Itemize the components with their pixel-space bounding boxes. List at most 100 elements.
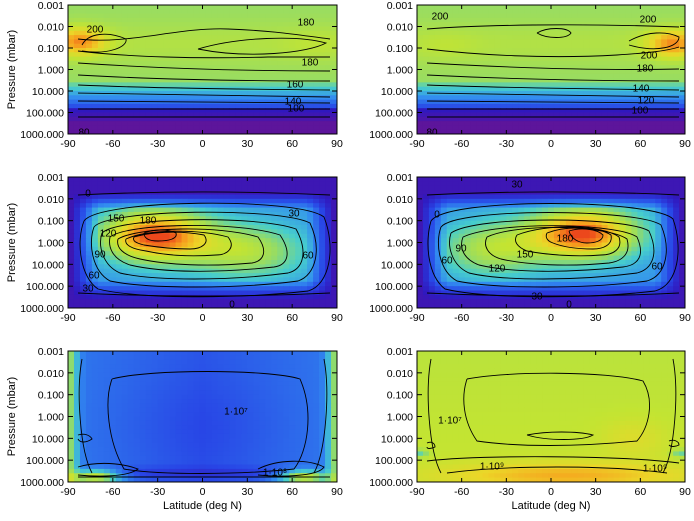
heatmap-cell: [73, 229, 81, 235]
heatmap-cell: [181, 225, 189, 230]
heatmap-cell: [169, 86, 177, 92]
heatmap-cell: [331, 294, 337, 300]
heatmap-cell: [205, 290, 213, 296]
heatmap-cell: [476, 185, 484, 191]
heatmap-cell: [661, 121, 668, 126]
heatmap-cell: [434, 177, 442, 182]
heatmap-cell: [661, 112, 668, 118]
heatmap-cell: [470, 185, 478, 191]
heatmap-cell: [583, 116, 591, 122]
heatmap-cell: [452, 129, 460, 134]
heatmap-cell: [637, 242, 644, 248]
heatmap-cell: [673, 203, 680, 209]
heatmap-cell: [127, 121, 135, 126]
heatmap-cell: [673, 216, 680, 222]
heatmap-cell: [205, 238, 213, 244]
heatmap-cell: [85, 116, 93, 122]
heatmap-cell: [85, 185, 93, 191]
heatmap-cell: [476, 22, 484, 28]
heatmap-cell: [595, 220, 603, 226]
heatmap-cell: [181, 52, 189, 58]
heatmap-cell: [476, 203, 484, 209]
heatmap-cell: [91, 203, 99, 209]
heatmap-cell: [145, 277, 153, 283]
heatmap-cell: [530, 242, 537, 248]
heatmap-cell: [205, 60, 213, 66]
heatmap-cell: [97, 294, 105, 300]
heatmap-cell: [193, 273, 201, 279]
heatmap-cell: [259, 299, 266, 305]
heatmap-cell: [307, 207, 314, 213]
heatmap-cell: [649, 52, 656, 58]
heatmap-cell: [313, 303, 320, 308]
heatmap-cell: [217, 125, 225, 131]
heatmap-cell: [109, 35, 117, 40]
heatmap-cell: [295, 56, 302, 62]
heatmap-cell: [163, 125, 171, 131]
heatmap-cell: [157, 220, 165, 226]
heatmap-cell: [151, 303, 159, 308]
heatmap-cell: [446, 65, 454, 71]
heatmap-cell: [607, 82, 615, 88]
heatmap-cell: [434, 35, 442, 40]
heatmap-cell: [571, 65, 579, 71]
heatmap-cell: [277, 17, 284, 23]
heatmap-cell: [553, 207, 561, 213]
heatmap-cell: [607, 95, 615, 101]
heatmap-cell: [301, 52, 308, 58]
heatmap-cell: [289, 116, 296, 122]
heatmap-cell: [133, 43, 141, 49]
heatmap-cell: [643, 86, 650, 92]
heatmap-cell: [607, 56, 615, 62]
heatmap-cell: [73, 39, 81, 45]
heatmap-cell: [595, 39, 603, 45]
heatmap-cell: [139, 60, 147, 66]
heatmap-cell: [91, 17, 99, 23]
heatmap-cell: [79, 198, 87, 204]
heatmap-cell: [500, 116, 507, 122]
heatmap-cell: [79, 177, 87, 182]
heatmap-cell: [548, 9, 555, 15]
heatmap-cell: [163, 56, 171, 62]
heatmap-cell: [313, 22, 320, 28]
heatmap-cell: [613, 181, 621, 187]
heatmap-cell: [151, 251, 159, 257]
heatmap-cell: [175, 103, 183, 109]
heatmap-cell: [259, 5, 266, 10]
heatmap-cell: [109, 194, 117, 200]
heatmap-cell: [565, 103, 573, 109]
heatmap-cell: [97, 108, 105, 114]
heatmap-cell: [235, 48, 242, 53]
heatmap-cell: [476, 129, 484, 134]
heatmap-cell: [434, 190, 442, 196]
heatmap-cell: [199, 255, 207, 261]
heatmap-cell: [440, 185, 448, 191]
heatmap-cell: [565, 108, 573, 114]
heatmap-cell: [175, 238, 183, 244]
heatmap-cell: [259, 39, 266, 45]
heatmap-cell: [97, 198, 105, 204]
heatmap-cell: [470, 194, 478, 200]
heatmap-cell: [193, 294, 201, 300]
contour-label: 200: [432, 12, 449, 23]
heatmap-cell: [181, 229, 189, 235]
heatmap-cell: [229, 303, 236, 308]
heatmap-cell: [667, 13, 674, 19]
heatmap-cell: [452, 220, 460, 226]
heatmap-cell: [464, 220, 472, 226]
heatmap-cell: [193, 22, 201, 28]
heatmap-cell: [631, 60, 638, 66]
heatmap-cell: [247, 65, 254, 71]
heatmap-cell: [109, 203, 117, 209]
heatmap-cell: [494, 65, 501, 71]
heatmap-cell: [488, 13, 496, 19]
heatmap-cell: [571, 69, 579, 75]
heatmap-cell: [631, 238, 638, 244]
heatmap-cell: [121, 225, 129, 230]
heatmap-cell: [187, 73, 195, 79]
heatmap-cell: [193, 233, 201, 239]
heatmap-cell: [223, 52, 230, 58]
heatmap-cell: [434, 86, 442, 92]
heatmap-cell: [85, 207, 93, 213]
heatmap-cell: [482, 13, 490, 19]
